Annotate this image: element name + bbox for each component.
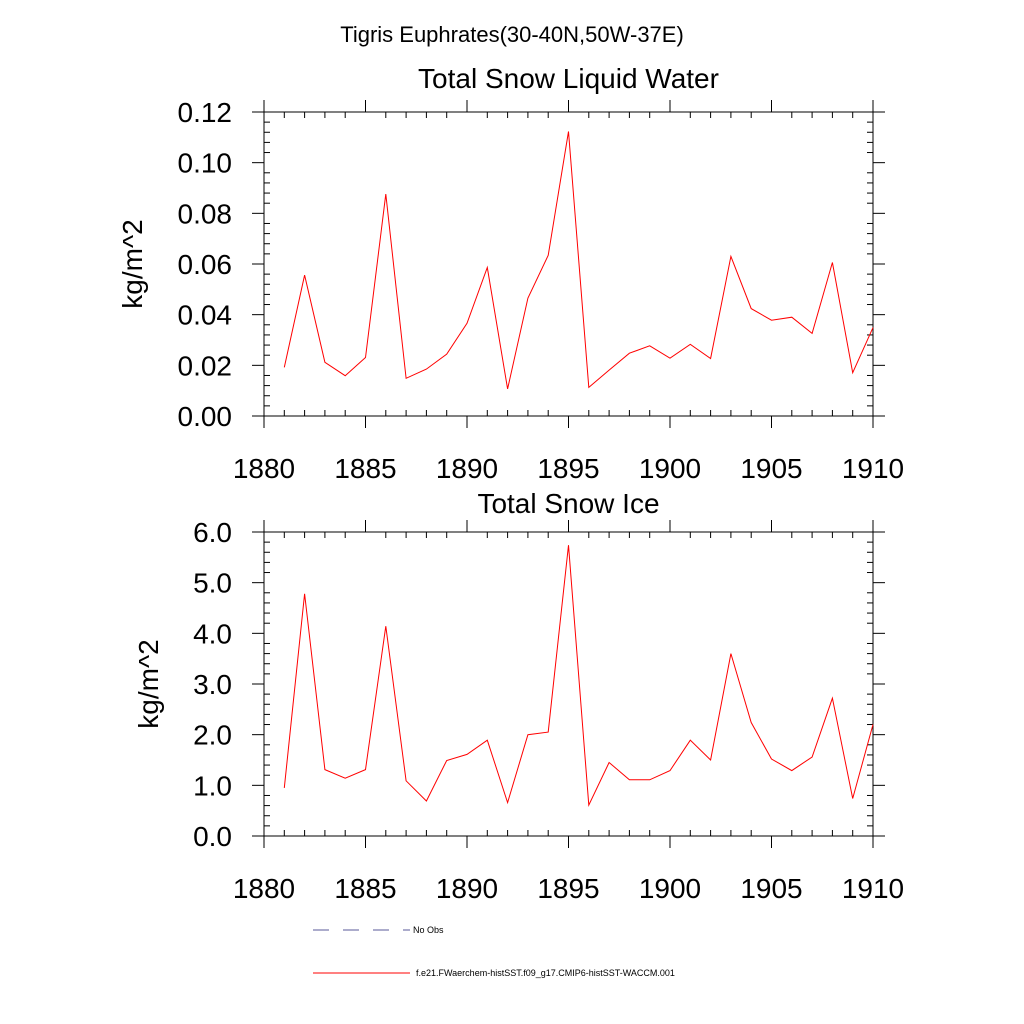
y-tick-label: 0.08 [178,198,233,229]
y-tick-label: 0.02 [178,350,233,381]
y-tick-label: 0.0 [193,821,232,852]
legend: No Obs f.e21.FWaerchem-histSST.f09_g17.C… [313,925,675,978]
y-axis-label: kg/m^2 [133,639,164,728]
x-tick-label: 1900 [639,873,701,904]
legend-no-obs-label: No Obs [413,925,444,935]
y-tick-label: 6.0 [193,517,232,548]
chart-panel-snow-liquid-water: Total Snow Liquid Water kg/m^2 1880 1885 189… [117,63,904,484]
legend-model-label: f.e21.FWaerchem-histSST.f09_g17.CMIP6-hi… [416,968,675,978]
x-tick-label: 1895 [537,873,599,904]
chart-title: Total Snow Liquid Water [418,63,719,94]
y-tick-label: 5.0 [193,568,232,599]
series-line [283,131,874,390]
series-line [283,545,874,808]
y-tick-label: 1.0 [193,770,232,801]
y-tick-label: 0.12 [178,97,233,128]
plot-frame [263,111,874,417]
x-tick-label: 1890 [436,873,498,904]
y-tick-label: 4.0 [193,618,232,649]
x-tick-label: 1890 [436,453,498,484]
y-tick-label: 0.06 [178,249,233,280]
x-tick-label: 1885 [334,453,396,484]
x-tick-label: 1905 [740,873,802,904]
x-tick-label: 1880 [233,873,295,904]
y-axis-label: kg/m^2 [117,219,148,308]
chart-panel-snow-ice: Total Snow Ice kg/m^2 1880 1885 1890 1895 1900… [133,488,904,904]
figure-suptitle: Tigris Euphrates(30-40N,50W-37E) [340,22,684,47]
x-tick-label: 1905 [740,453,802,484]
x-tick-label: 1910 [842,453,904,484]
x-tick-label: 1880 [233,453,295,484]
x-tick-label: 1885 [334,873,396,904]
y-tick-label: 2.0 [193,720,232,751]
y-tick-label: 3.0 [193,669,232,700]
y-tick-label: 0.00 [178,401,233,432]
x-tick-label: 1895 [537,453,599,484]
x-tick-label: 1900 [639,453,701,484]
y-tick-label: 0.10 [178,148,233,179]
y-tick-label: 0.04 [178,300,233,331]
x-tick-label: 1910 [842,873,904,904]
plot-frame [263,531,874,837]
chart-title: Total Snow Ice [477,488,659,519]
